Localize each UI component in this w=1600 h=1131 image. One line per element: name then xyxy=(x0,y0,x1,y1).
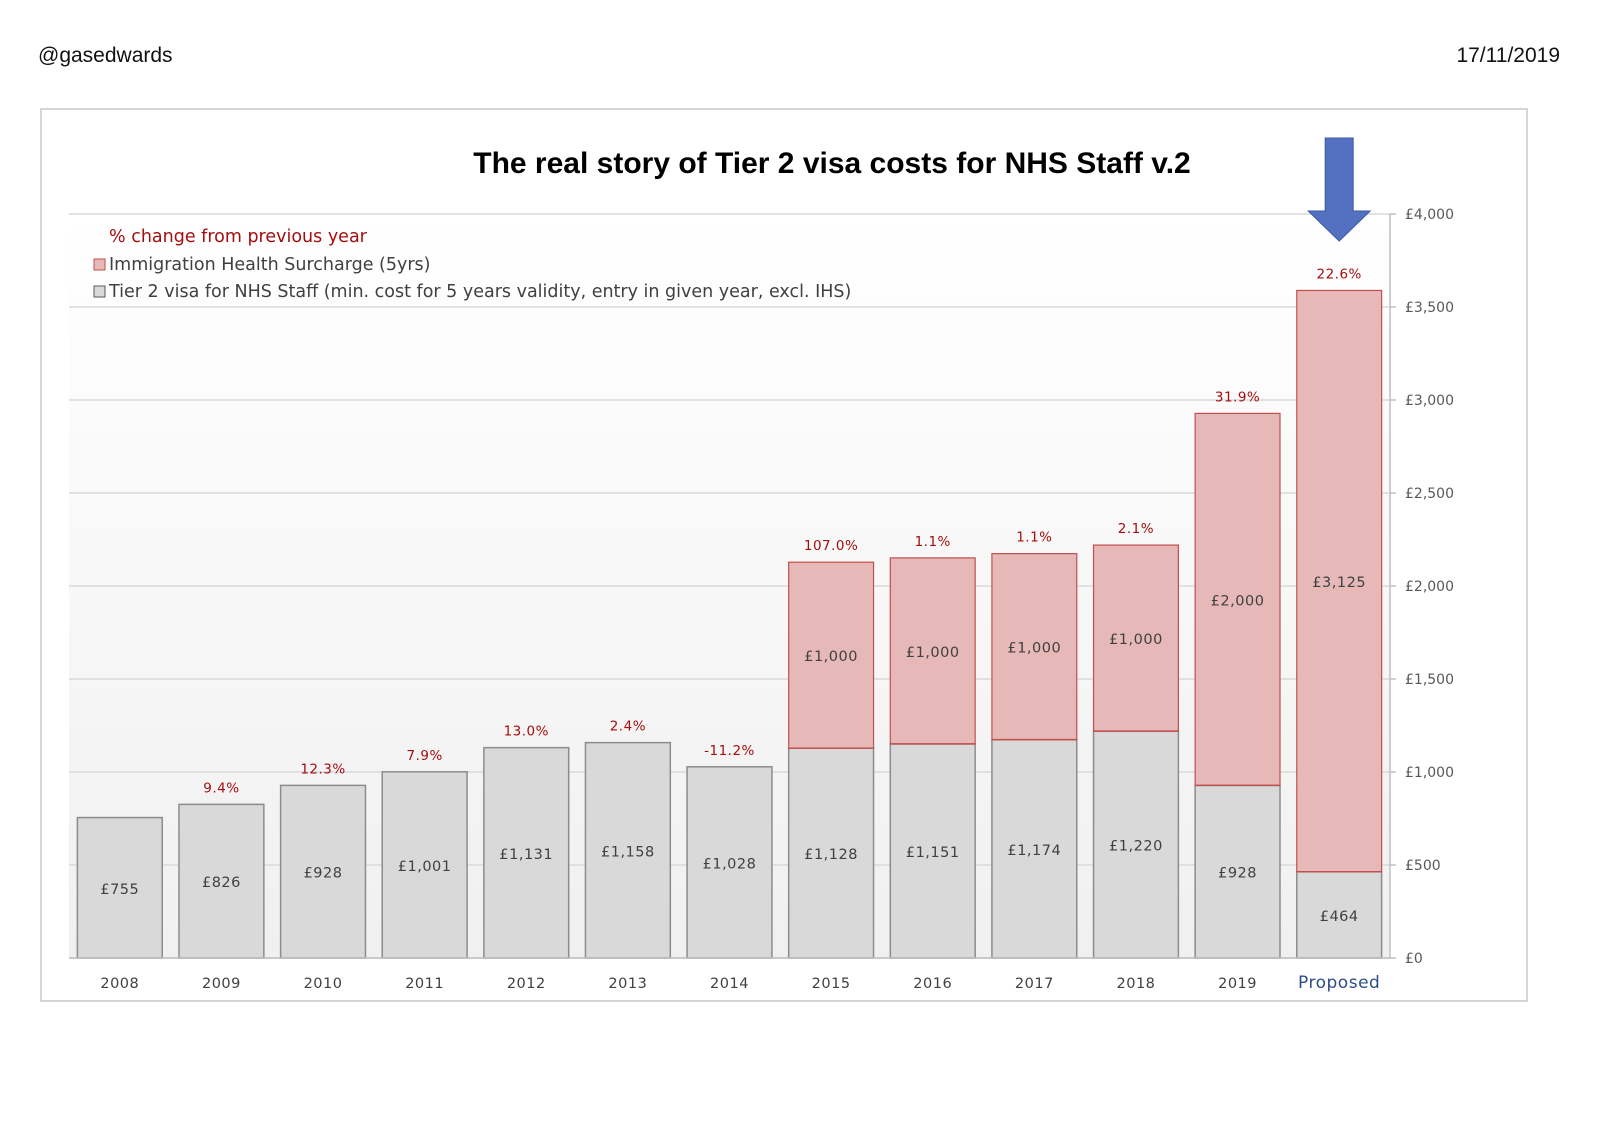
y-tick-label: £2,000 xyxy=(1405,579,1454,595)
bars xyxy=(76,289,1383,959)
value-label-tier2-visa: £1,001 xyxy=(398,859,452,875)
value-label-tier2-visa: £1,174 xyxy=(1007,843,1061,859)
y-axis-ticks: £0 £500 £1,000 £1,500 £2,000 £2,500 £3,000 £3,5… xyxy=(1389,207,1454,967)
pct-change-label: 107.0% xyxy=(804,538,858,554)
value-labels: £755 £826 £928 £1,001 £1,131 £1,158 £1,028 £1,1… xyxy=(100,575,1366,925)
value-label-health-surcharge: £1,000 xyxy=(1007,641,1061,657)
bar-tier2-visa xyxy=(178,803,265,959)
value-label-tier2-visa: £1,128 xyxy=(804,847,858,863)
value-label-tier2-visa: £1,158 xyxy=(601,844,655,860)
y-tick-label: £0 xyxy=(1405,951,1423,967)
x-tick-label: 2015 xyxy=(812,976,851,992)
y-tick-label: £1,000 xyxy=(1405,765,1454,781)
pct-change-label: 22.6% xyxy=(1316,266,1361,282)
x-tick-label: 2018 xyxy=(1117,976,1156,992)
pct-change-label: 2.4% xyxy=(610,719,646,735)
y-tick-label: £3,500 xyxy=(1405,300,1454,316)
value-label-tier2-visa: £1,220 xyxy=(1109,839,1163,855)
value-label-health-surcharge: £1,000 xyxy=(906,645,960,661)
pct-change-label: 7.9% xyxy=(406,748,442,764)
pct-change-label: 2.1% xyxy=(1118,521,1154,537)
value-label-health-surcharge: £1,000 xyxy=(804,649,858,665)
x-tick-label: 2009 xyxy=(202,976,241,992)
value-label-tier2-visa: £464 xyxy=(1320,909,1359,925)
bar-health-surcharge xyxy=(889,557,976,745)
y-tick-label: £2,500 xyxy=(1405,486,1454,502)
proposed-highlight xyxy=(1306,137,1372,242)
value-label-tier2-visa: £928 xyxy=(304,866,343,882)
bar-tier2-visa xyxy=(787,747,875,959)
value-label-tier2-visa: £1,131 xyxy=(499,847,553,863)
value-label-tier2-visa: £755 xyxy=(100,882,139,898)
pct-change-labels: 9.4% 12.3% 7.9% 13.0% 2.4% -11.2% 107.0% 1.1% 1.… xyxy=(203,266,1361,796)
x-tick-label: 2014 xyxy=(710,976,749,992)
down-arrow-icon xyxy=(1306,137,1372,242)
value-label-health-surcharge: £3,125 xyxy=(1312,575,1366,591)
page-date: 17/11/2019 xyxy=(1456,44,1560,67)
y-tick-label: £4,000 xyxy=(1405,207,1454,223)
bar-tier2-visa xyxy=(991,738,1078,959)
pct-change-label: 1.1% xyxy=(1016,530,1052,546)
bar-health-surcharge xyxy=(1296,289,1383,873)
bar-tier2-visa xyxy=(889,743,976,959)
value-label-tier2-visa: £928 xyxy=(1218,866,1257,882)
pct-change-label: 12.3% xyxy=(300,761,345,777)
author-handle: @gasedwards xyxy=(38,44,173,67)
value-label-health-surcharge: £2,000 xyxy=(1211,593,1265,609)
bar-health-surcharge xyxy=(1194,412,1281,786)
x-tick-label: 2011 xyxy=(405,976,444,992)
y-tick-label: £1,500 xyxy=(1405,672,1454,688)
x-tick-label: 2019 xyxy=(1218,976,1257,992)
bar-tier2-visa xyxy=(76,816,163,959)
legend-label-health-surcharge: Immigration Health Surcharge (5yrs) xyxy=(109,255,431,275)
stacked-bar-chart: The real story of Tier 2 visa costs for … xyxy=(69,137,1454,993)
pct-change-label: 1.1% xyxy=(915,534,951,550)
legend-label-pct-change: % change from previous year xyxy=(109,227,368,247)
legend: % change from previous year Immigration H… xyxy=(93,227,851,302)
bar-health-surcharge xyxy=(788,561,875,749)
chart-frame: The real story of Tier 2 visa costs for … xyxy=(40,108,1528,1002)
y-tick-label: £3,000 xyxy=(1405,393,1454,409)
x-tick-label: 2017 xyxy=(1015,976,1054,992)
x-tick-label: Proposed xyxy=(1298,973,1380,993)
bar-tier2-visa xyxy=(686,766,773,959)
x-tick-label: 2016 xyxy=(913,976,952,992)
x-tick-label: 2010 xyxy=(304,976,343,992)
bar-tier2-visa xyxy=(279,784,367,959)
x-axis-ticks: 2008 2009 2010 2011 2012 2013 2014 2015 2016 2017… xyxy=(69,957,1390,993)
pct-change-label: 13.0% xyxy=(504,724,549,740)
pct-change-label: 9.4% xyxy=(203,780,239,796)
bar-tier2-visa xyxy=(1194,784,1281,959)
legend-swatch-tier2-visa xyxy=(93,285,106,298)
value-label-health-surcharge: £1,000 xyxy=(1109,632,1163,648)
x-tick-label: 2013 xyxy=(608,976,647,992)
pct-change-label: -11.2% xyxy=(704,743,755,759)
value-label-tier2-visa: £1,028 xyxy=(703,856,757,872)
y-tick-label: £500 xyxy=(1405,858,1441,874)
pct-change-label: 31.9% xyxy=(1215,389,1260,405)
chart-title: The real story of Tier 2 visa costs for … xyxy=(473,147,1190,180)
legend-swatch-health-surcharge xyxy=(93,258,106,271)
x-tick-label: 2008 xyxy=(100,976,139,992)
bar-tier2-visa xyxy=(1092,730,1180,959)
value-label-tier2-visa: £826 xyxy=(202,875,241,891)
bar-health-surcharge xyxy=(1092,544,1179,732)
x-tick-label: 2012 xyxy=(507,976,546,992)
value-label-tier2-visa: £1,151 xyxy=(906,845,960,861)
bar-tier2-visa xyxy=(381,771,468,959)
legend-label-tier2-visa: Tier 2 visa for NHS Staff (min. cost for… xyxy=(108,282,851,302)
